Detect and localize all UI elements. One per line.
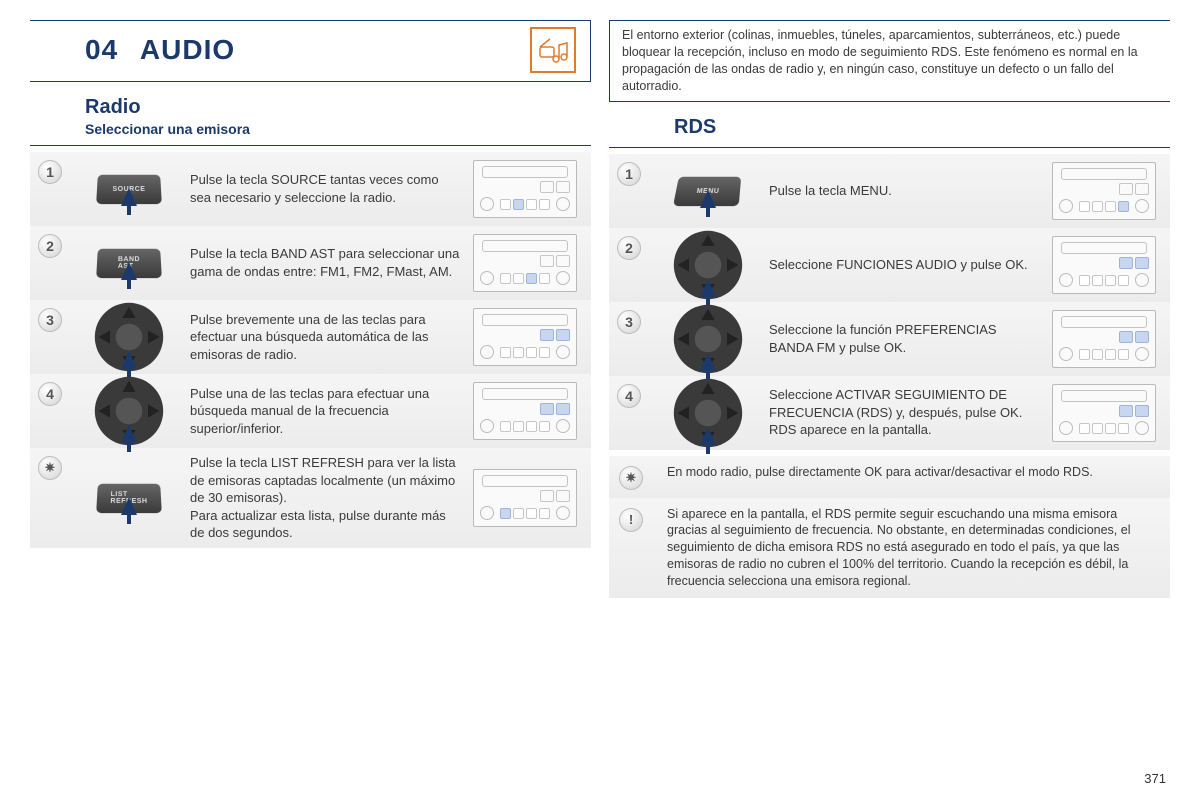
step-radio-diagram [1052,162,1156,220]
tip-text: Si aparece en la pantalla, el RDS permit… [667,506,1160,590]
radio-face-diagram [474,235,576,291]
step-number-badge: ✷ [38,456,62,480]
press-arrow-icon [121,425,137,443]
radio-face-diagram [474,470,576,526]
step-control: MENU [663,160,753,222]
press-arrow-icon [700,353,716,371]
step-text: Pulse la tecla MENU. [769,182,1044,200]
step-radio-diagram [1052,384,1156,442]
radio-face-diagram [1053,385,1155,441]
step-row: 4 Pulse una de las teclas para efectuar … [30,374,591,448]
left-subtitle: Radio [85,96,579,119]
chapter-number: 04 [85,34,118,65]
manual-page: 04 AUDIO Radio Seleccionar una emisora 1 [30,20,1170,780]
tip-icon-badge: ✷ [619,466,643,490]
step-control: SOURCE [84,158,174,220]
step-radio-diagram [473,308,577,366]
step-text: Pulse la tecla SOURCE tantas veces como … [190,171,465,206]
step-control [663,382,753,444]
step-control [84,380,174,442]
left-subtitle-box: Radio Seleccionar una emisora [30,88,591,146]
left-column: 04 AUDIO Radio Seleccionar una emisora 1 [30,20,591,780]
left-subsubtitle: Seleccionar una emisora [85,121,579,137]
nav-wheel-icon [670,227,746,303]
chapter-title-text: AUDIO [140,34,235,65]
step-number-badge: 1 [617,162,641,186]
nav-wheel-icon [670,301,746,377]
step-number-badge: 4 [617,384,641,408]
press-arrow-icon [121,188,137,206]
right-steps: 1 MENU Pulse la tecla MENU. 2 [609,154,1170,450]
radio-face-diagram [474,309,576,365]
tip-row: ✷ En modo radio, pulse directamente OK p… [609,456,1170,498]
right-subtitle: RDS [674,116,1158,139]
step-radio-diagram [1052,236,1156,294]
press-arrow-icon [121,351,137,369]
music-radio-icon [530,27,576,73]
press-arrow-icon [121,497,137,515]
radio-face-diagram [1053,237,1155,293]
step-radio-diagram [473,382,577,440]
step-number-badge: 2 [617,236,641,260]
right-column: El entorno exterior (colinas, inmuebles,… [609,20,1170,780]
step-row: 3 Pulse brevemente una de las teclas par… [30,300,591,374]
radio-face-diagram [474,161,576,217]
step-text: Seleccione FUNCIONES AUDIO y pulse OK. [769,256,1044,274]
press-arrow-icon [700,279,716,297]
radio-face-diagram [1053,163,1155,219]
step-number-badge: 3 [38,308,62,332]
step-text: Pulse brevemente una de las teclas para … [190,311,465,364]
step-text: Pulse la tecla LIST REFRESH para ver la … [190,454,465,542]
step-control: LISTREFRESH [84,467,174,529]
step-number-badge: 4 [38,382,62,406]
step-radio-diagram [473,160,577,218]
nav-wheel-icon [91,373,167,449]
step-row: ✷ LISTREFRESH Pulse la tecla LIST REFRES… [30,448,591,548]
rds-info-text: El entorno exterior (colinas, inmuebles,… [622,28,1138,93]
step-text: Seleccione la función PREFERENCIAS BANDA… [769,321,1044,356]
chapter-header: 04 AUDIO [30,20,591,82]
step-number-badge: 1 [38,160,62,184]
press-arrow-icon [700,190,716,208]
step-row: 4 Seleccione ACTIVAR SEGUIMIENTO DE FREC… [609,376,1170,450]
nav-wheel-icon [670,375,746,451]
step-radio-diagram [473,469,577,527]
step-number-badge: 3 [617,310,641,334]
chapter-title: 04 AUDIO [85,34,235,66]
page-number: 371 [1144,771,1166,786]
left-steps: 1 SOURCE Pulse la tecla SOURCE tantas ve… [30,152,591,548]
step-radio-diagram [473,234,577,292]
step-control [663,308,753,370]
step-row: 1 SOURCE Pulse la tecla SOURCE tantas ve… [30,152,591,226]
tip-text: En modo radio, pulse directamente OK par… [667,464,1160,481]
step-radio-diagram [1052,310,1156,368]
radio-face-diagram [1053,311,1155,367]
nav-wheel-icon [91,299,167,375]
step-row: 2 Seleccione FUNCIONES AUDIO y pulse OK. [609,228,1170,302]
rds-info-box: El entorno exterior (colinas, inmuebles,… [609,20,1170,102]
right-subtitle-box: RDS [609,108,1170,148]
press-arrow-icon [121,262,137,280]
tip-row: ! Si aparece en la pantalla, el RDS perm… [609,498,1170,598]
step-number-badge: 2 [38,234,62,258]
press-arrow-icon [700,427,716,445]
step-control [84,306,174,368]
radio-face-diagram [474,383,576,439]
step-row: 1 MENU Pulse la tecla MENU. [609,154,1170,228]
step-text: Pulse la tecla BAND AST para seleccionar… [190,245,465,280]
step-row: 2 BANDAST Pulse la tecla BAND AST para s… [30,226,591,300]
step-row: 3 Seleccione la función PREFERENCIAS BAN… [609,302,1170,376]
step-text: Pulse una de las teclas para efectuar un… [190,385,465,438]
right-tips: ✷ En modo radio, pulse directamente OK p… [609,456,1170,598]
step-control: BANDAST [84,232,174,294]
tip-icon-badge: ! [619,508,643,532]
step-control [663,234,753,296]
step-text: Seleccione ACTIVAR SEGUIMIENTO DE FRECUE… [769,386,1044,439]
